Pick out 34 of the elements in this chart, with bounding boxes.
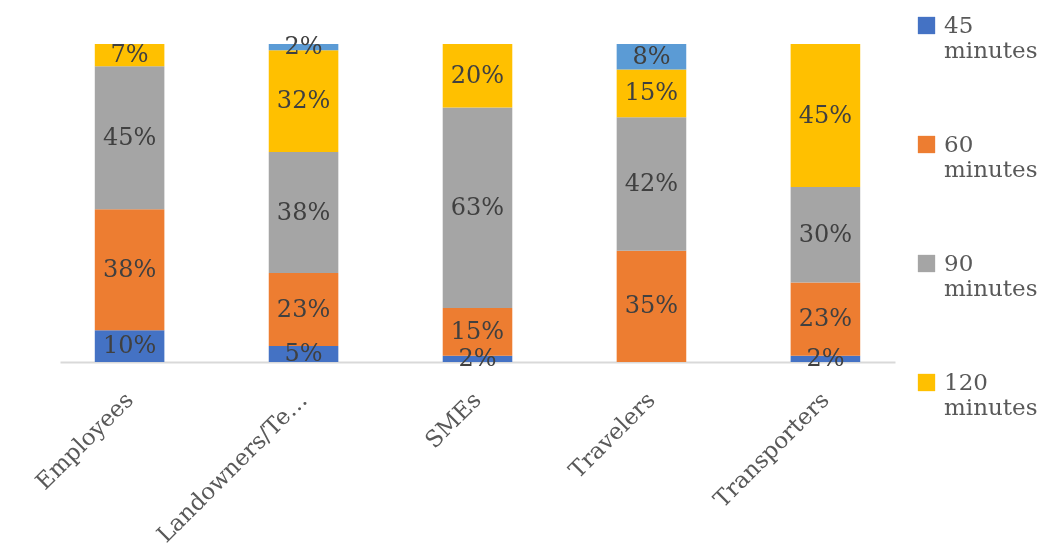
data-label: 23% [798, 304, 853, 333]
bar [790, 44, 861, 188]
data-label: 7% [110, 40, 149, 69]
data-label: 15% [624, 78, 679, 107]
bar [616, 250, 687, 362]
bar [442, 44, 513, 108]
bar [94, 209, 165, 331]
data-label: 2% [806, 343, 845, 372]
bar [94, 66, 165, 210]
data-label: 8% [632, 41, 671, 70]
data-label: 45% [102, 122, 157, 151]
bar [616, 117, 687, 251]
data-label: 42% [624, 168, 679, 197]
legend-label: 90 minutes [944, 249, 1038, 301]
legend-label: 45 minutes [944, 11, 1038, 63]
data-label: 35% [624, 291, 679, 320]
data-label: 20% [450, 60, 505, 89]
bar [442, 107, 513, 308]
data-label: 45% [798, 100, 853, 129]
data-label: 63% [450, 192, 505, 221]
data-label: 30% [798, 219, 853, 248]
data-label: 32% [276, 86, 331, 115]
data-label: 38% [102, 254, 157, 283]
legend-label: 120 minutes [944, 368, 1038, 420]
legend-label: 60 minutes [944, 130, 1038, 182]
data-label: 38% [276, 197, 331, 226]
data-label: 2% [284, 32, 323, 61]
data-label: 23% [276, 294, 331, 323]
data-label: 10% [102, 331, 157, 360]
bar [268, 152, 339, 273]
bar [790, 187, 861, 283]
data-label: 2% [458, 343, 497, 372]
data-label: 15% [450, 316, 505, 345]
data-label: 5% [284, 339, 323, 368]
